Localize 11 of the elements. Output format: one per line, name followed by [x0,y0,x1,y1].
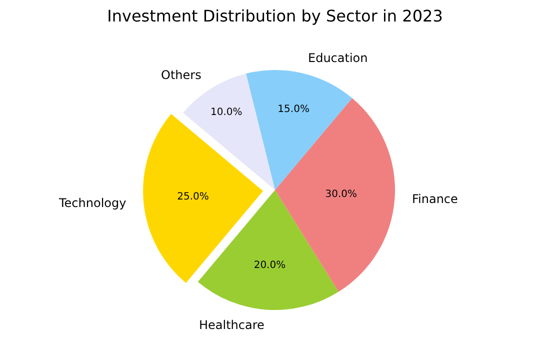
slice-label: Finance [412,192,458,206]
slice-label: Technology [58,196,126,210]
data-label: 15.0% [278,104,310,116]
data-label: 10.0% [210,106,242,118]
slice-label: Education [308,51,368,65]
chart-title: Investment Distribution by Sector in 2023 [107,6,443,26]
slice-label: Others [161,68,202,82]
slice-label: Healthcare [199,318,264,332]
data-label: 20.0% [254,260,286,271]
data-label: 30.0% [325,189,358,200]
data-label: 25.0% [177,192,209,203]
